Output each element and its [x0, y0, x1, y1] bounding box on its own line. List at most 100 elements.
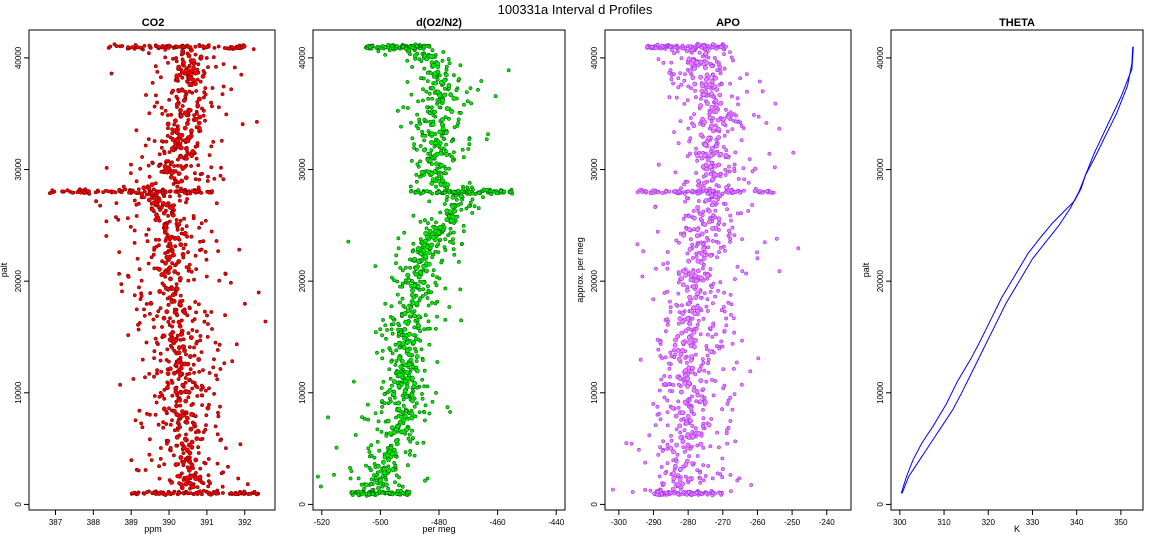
data-point — [400, 268, 405, 273]
data-point — [721, 116, 727, 122]
data-point — [687, 68, 693, 74]
data-point — [689, 116, 693, 120]
data-point — [236, 46, 241, 51]
data-point — [199, 383, 204, 388]
data-point — [153, 217, 159, 223]
data-point — [676, 492, 681, 497]
data-point — [424, 89, 429, 94]
data-point — [138, 45, 143, 50]
data-point — [425, 105, 430, 110]
data-point — [704, 72, 710, 78]
data-point — [676, 280, 681, 285]
data-point — [150, 160, 155, 165]
data-point — [425, 189, 430, 194]
data-point — [407, 331, 413, 337]
data-point — [753, 166, 758, 171]
data-point — [175, 235, 181, 241]
data-point — [676, 405, 681, 410]
data-point — [710, 177, 716, 183]
data-point — [412, 142, 417, 147]
data-point — [147, 43, 152, 48]
data-point — [403, 305, 408, 310]
data-point — [731, 58, 735, 63]
data-point — [380, 484, 385, 489]
data-point — [665, 410, 670, 415]
data-point — [456, 117, 461, 122]
data-point — [726, 300, 731, 305]
data-point — [178, 365, 184, 371]
data-point — [172, 118, 178, 124]
data-point — [468, 200, 473, 205]
data-point — [656, 452, 661, 457]
data-point — [726, 398, 731, 403]
data-point — [386, 486, 391, 491]
data-point — [132, 240, 137, 245]
y-tick-label: 40000 — [876, 46, 885, 69]
data-point — [717, 445, 721, 450]
data-point — [671, 383, 676, 387]
data-point — [715, 117, 721, 123]
data-point — [421, 440, 426, 445]
data-point — [738, 190, 743, 195]
data-point — [710, 377, 714, 382]
data-point — [166, 43, 171, 48]
data-point — [168, 422, 173, 427]
data-point — [696, 318, 701, 323]
data-point — [140, 357, 145, 362]
data-point — [427, 228, 433, 234]
data-point — [668, 68, 673, 73]
data-point — [680, 481, 685, 487]
data-point — [163, 109, 168, 113]
data-points — [611, 41, 801, 498]
data-point — [698, 275, 704, 281]
data-point — [695, 268, 701, 274]
data-point — [694, 254, 699, 259]
data-point — [195, 385, 200, 390]
data-point — [384, 452, 390, 458]
data-point — [723, 202, 728, 207]
x-tick-label: -460 — [490, 518, 507, 527]
data-point — [752, 113, 756, 117]
data-point — [165, 121, 171, 127]
data-point — [682, 102, 687, 106]
data-point — [690, 242, 695, 247]
data-point — [217, 278, 222, 283]
data-point — [442, 92, 448, 98]
data-point — [456, 202, 461, 207]
data-point — [662, 374, 667, 378]
data-point — [668, 445, 674, 451]
data-point — [194, 341, 199, 346]
data-point — [656, 190, 660, 195]
data-point — [678, 430, 683, 435]
data-point — [139, 421, 144, 426]
data-point — [193, 44, 198, 49]
data-point — [687, 139, 692, 144]
data-point — [191, 362, 196, 367]
data-point — [390, 316, 395, 321]
data-point — [182, 216, 187, 221]
data-point — [458, 111, 463, 115]
data-point — [409, 283, 414, 289]
data-point — [208, 481, 213, 486]
data-point — [451, 241, 456, 246]
data-point — [168, 162, 173, 167]
data-point — [173, 338, 178, 344]
data-point — [138, 166, 143, 171]
data-point — [158, 446, 163, 450]
data-point — [198, 338, 203, 343]
data-point — [181, 451, 186, 456]
data-point — [693, 352, 698, 357]
data-point — [151, 195, 157, 201]
data-point — [683, 462, 689, 467]
data-point — [742, 188, 746, 193]
data-point — [184, 432, 188, 437]
data-point — [719, 45, 724, 49]
data-point — [365, 402, 370, 407]
data-point — [470, 197, 475, 202]
data-point — [206, 484, 211, 489]
data-point — [174, 130, 180, 135]
data-point — [206, 174, 210, 179]
data-point — [199, 393, 204, 398]
data-point — [719, 308, 724, 313]
data-point — [145, 490, 149, 495]
